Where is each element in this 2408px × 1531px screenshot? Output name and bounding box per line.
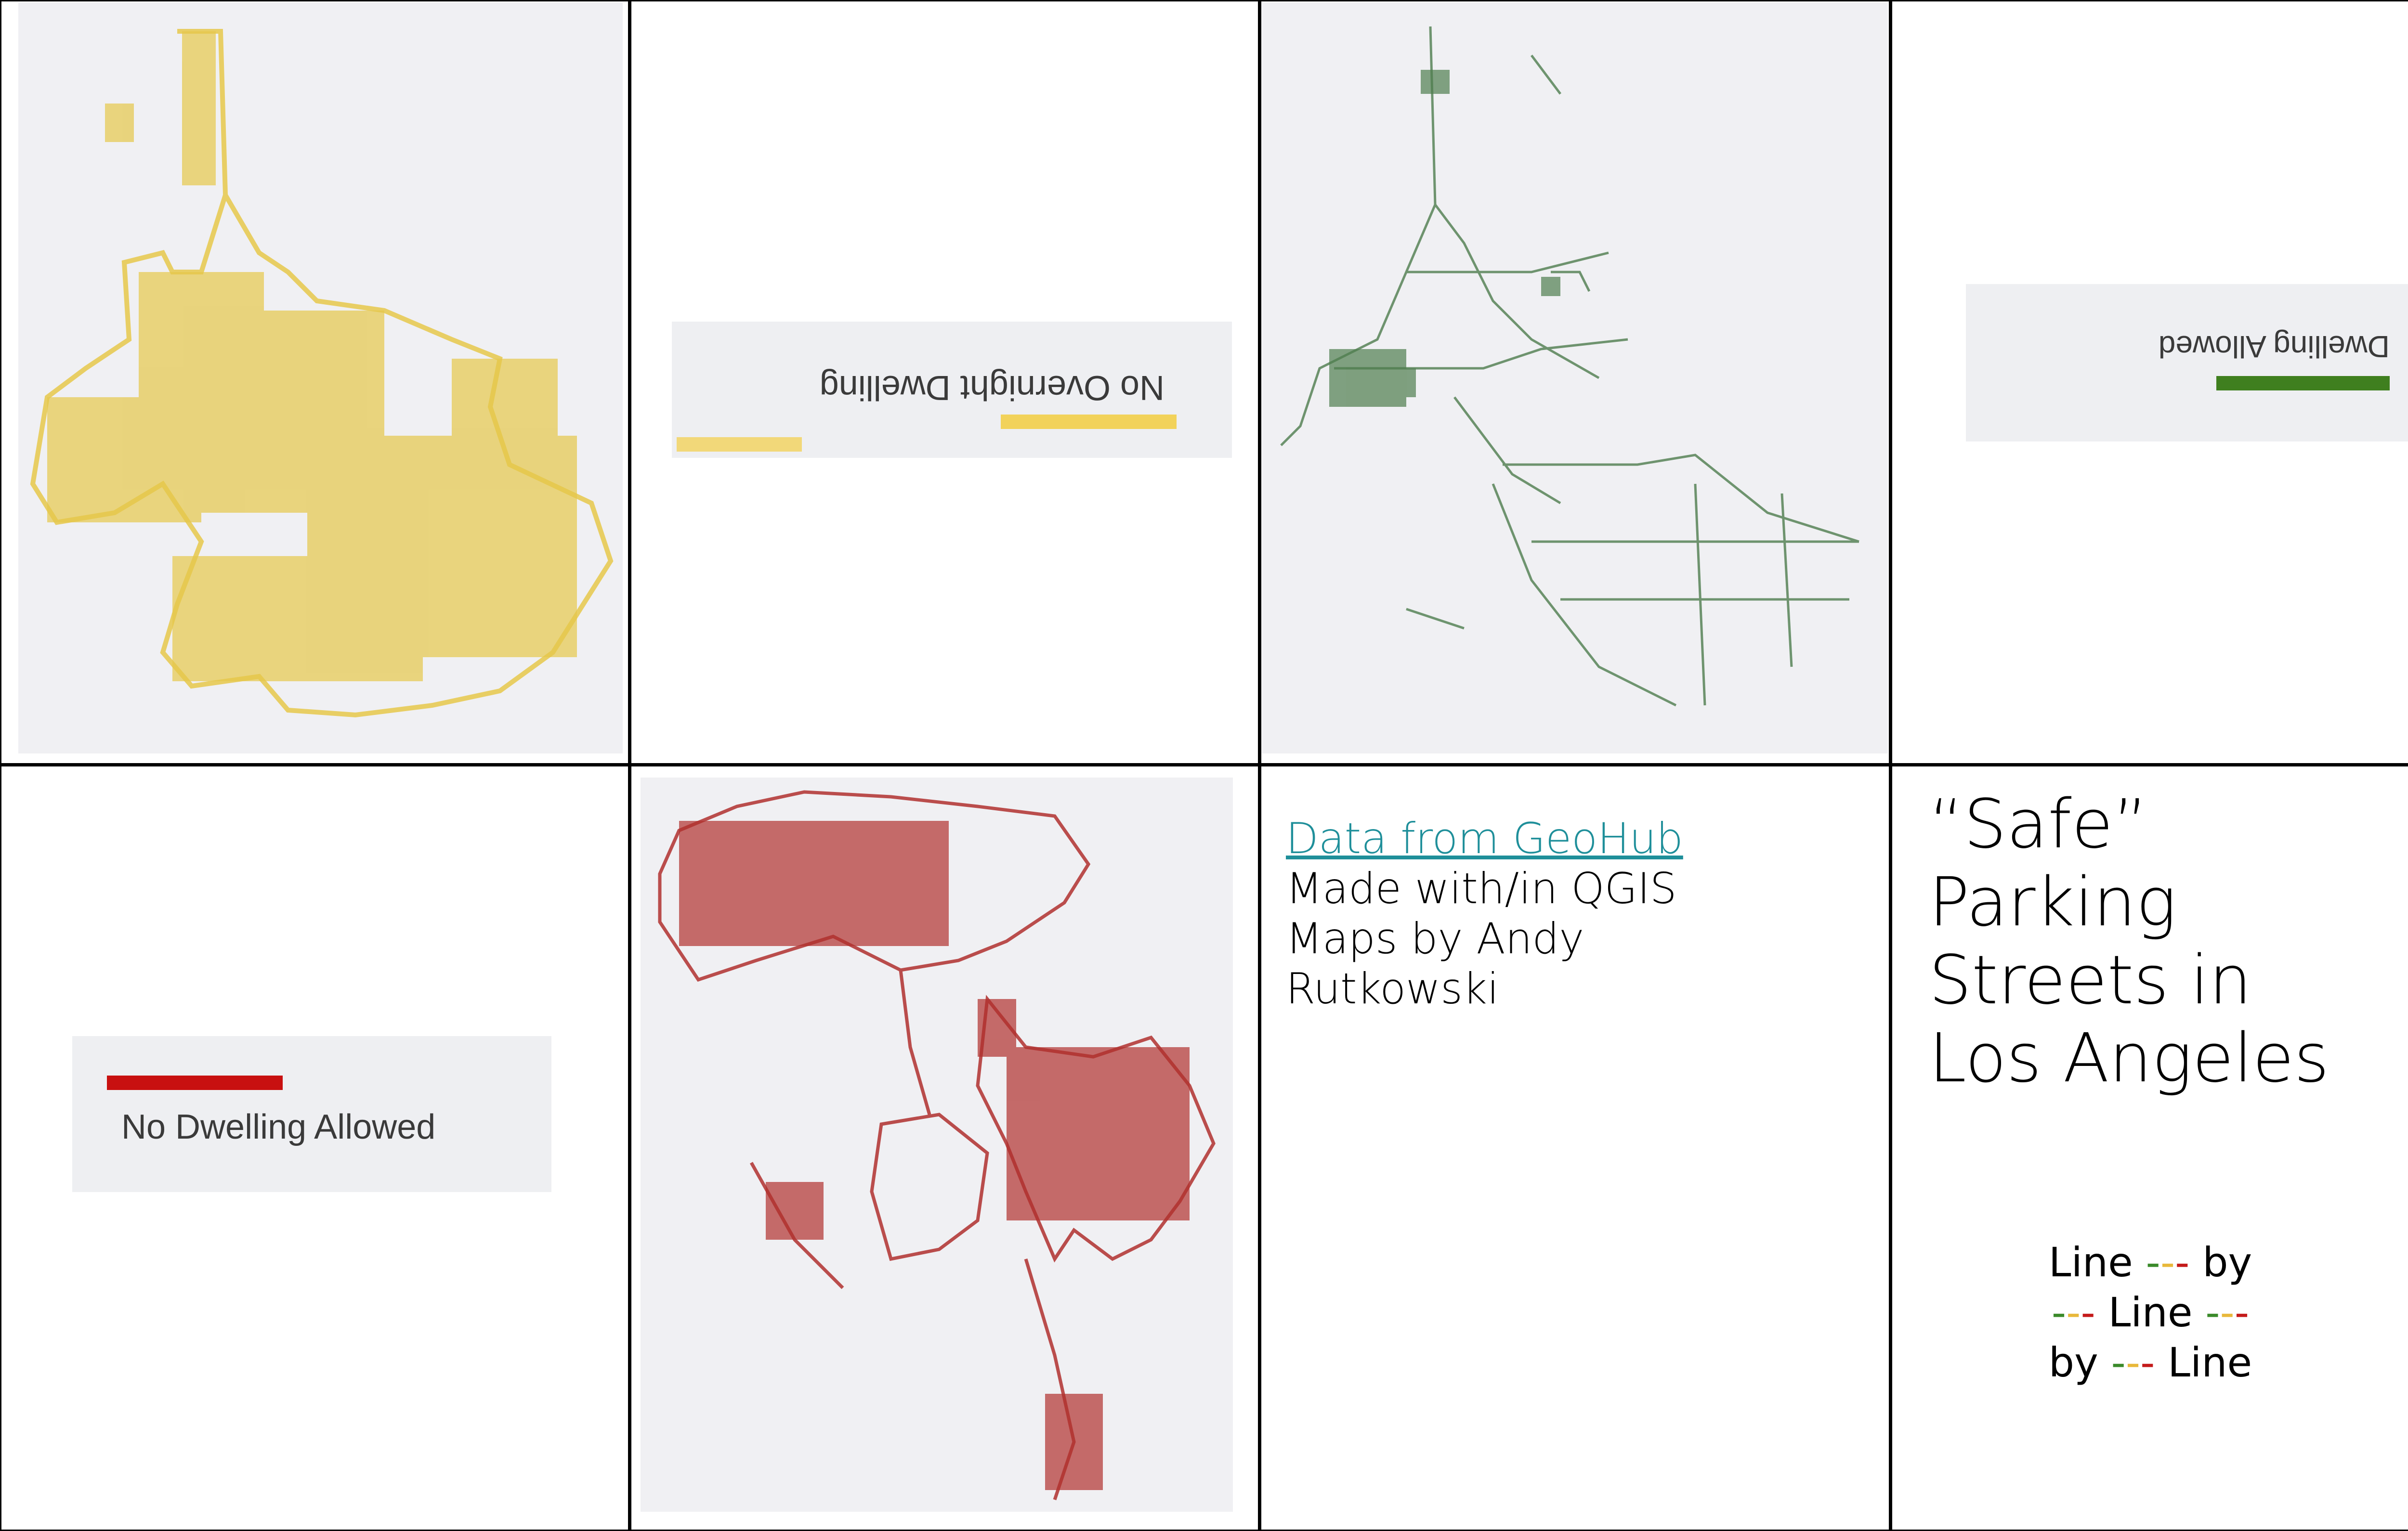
map-fragment xyxy=(677,437,802,452)
credits-maps-by: Maps by Andy xyxy=(1286,914,1584,963)
page-title: “Safe” Parking Streets in Los Angeles xyxy=(1929,786,2329,1098)
geohub-link[interactable]: Data from GeoHub xyxy=(1286,814,1683,863)
title-line-4: Los Angeles xyxy=(1929,1019,2329,1098)
legend-label-no-overnight: No Overnight Dwelling xyxy=(819,368,1165,407)
motto-row-2: --- Line --- xyxy=(2051,1289,2250,1336)
legend-label-no-dwelling: No Dwelling Allowed xyxy=(121,1108,436,1146)
red-legend-swatch xyxy=(107,1076,283,1090)
dwelling-allowed-map xyxy=(1280,26,1859,707)
credits-author: Rutkowski xyxy=(1286,964,1499,1013)
dwelling-allowed-legend: Dwelling Allowed xyxy=(1966,284,2408,441)
no-overnight-map xyxy=(30,29,614,718)
motto-row-3: by --- Line xyxy=(2048,1339,2252,1386)
motto-row-1: Line --- by xyxy=(2048,1239,2252,1286)
no-overnight-map-panel xyxy=(18,2,623,753)
legend-label-dwelling-allowed: Dwelling Allowed xyxy=(2158,329,2390,364)
motto-block: Line --- by --- Line --- by --- Line xyxy=(2013,1237,2288,1388)
dwelling-allowed-map-panel xyxy=(1262,2,1888,753)
title-line-3: Streets in xyxy=(1929,941,2252,1020)
green-legend-swatch xyxy=(2216,376,2390,390)
title-line-2: Parking xyxy=(1929,863,2177,942)
no-overnight-legend: No Overnight Dwelling xyxy=(672,322,1232,458)
no-dwelling-map-panel xyxy=(641,778,1233,1512)
no-dwelling-map xyxy=(658,790,1216,1501)
credits-made-with: Made with/in QGIS xyxy=(1286,864,1677,913)
yellow-legend-swatch xyxy=(1001,415,1177,429)
no-dwelling-legend: No Dwelling Allowed xyxy=(72,1036,551,1192)
credits-block: Data from GeoHub Made with/in QGIS Maps … xyxy=(1286,814,1683,1014)
title-line-1: “Safe” xyxy=(1929,785,2148,864)
